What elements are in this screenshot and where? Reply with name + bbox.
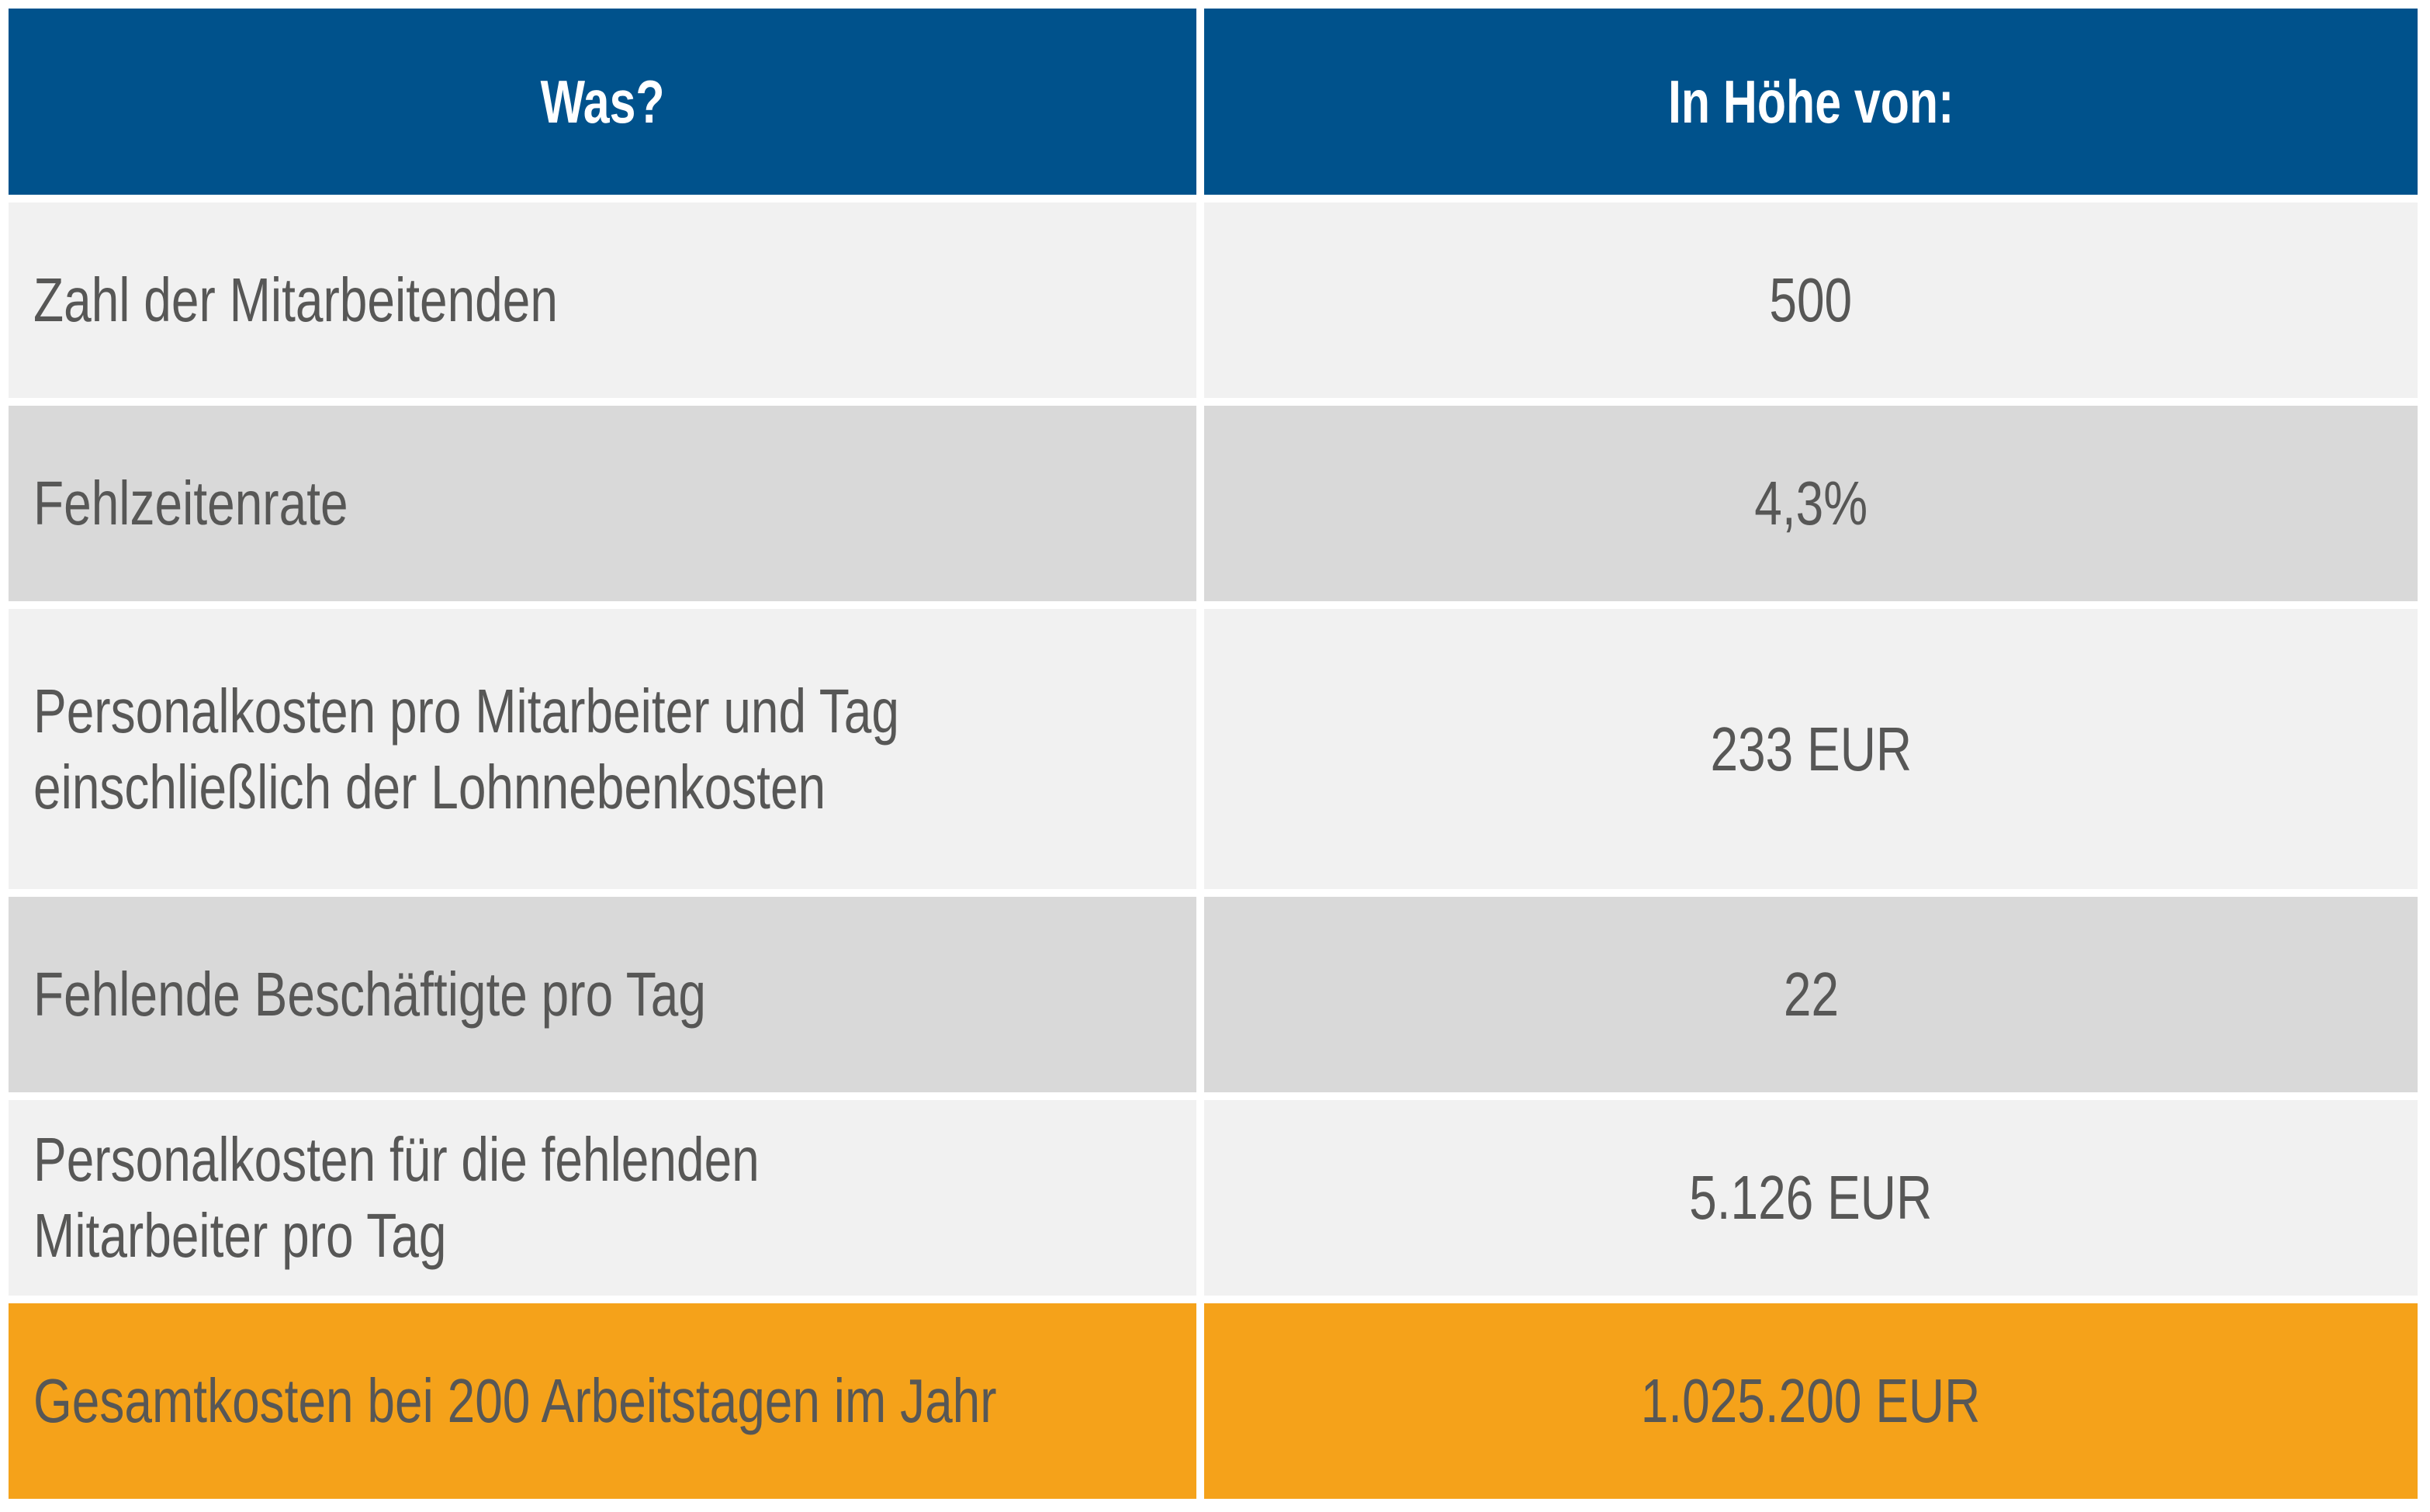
row-label-line: Zahl der Mitarbeitenden	[33, 265, 558, 334]
row-label: Fehlende Beschäftigte pro Tag	[9, 957, 706, 1033]
table-row-value: 5.126 EUR	[1204, 1100, 2418, 1296]
row-label-line: Mitarbeiter pro Tag	[33, 1201, 447, 1270]
table-row-value: 22	[1204, 897, 2418, 1092]
row-label-line: Fehlende Beschäftigte pro Tag	[33, 960, 706, 1029]
row-label: Personalkosten pro Mitarbeiter und Tag ei…	[9, 673, 899, 825]
header-label-amount: In Höhe von:	[1667, 67, 1954, 136]
row-label: Zahl der Mitarbeitenden	[9, 262, 558, 338]
row-label: Fehlzeitenrate	[9, 465, 348, 541]
table-row-value: 4,3%	[1204, 406, 2418, 601]
total-row-label: Gesamtkosten bei 200 Arbeitstagen im Jah…	[9, 1303, 1196, 1499]
table-row-label: Personalkosten pro Mitarbeiter und Tag ei…	[9, 609, 1196, 889]
row-label: Personalkosten für die fehlenden Mitarbei…	[9, 1122, 760, 1274]
header-label-what: Was?	[540, 67, 665, 136]
header-cell-amount: In Höhe von:	[1204, 9, 2418, 195]
table-row-label: Fehlende Beschäftigte pro Tag	[9, 897, 1196, 1092]
total-label: Gesamtkosten bei 200 Arbeitstagen im Jah…	[9, 1363, 997, 1439]
row-value: 5.126 EUR	[1689, 1163, 1933, 1232]
row-label-line: Personalkosten für die fehlenden	[33, 1125, 760, 1194]
row-label-line: Fehlzeitenrate	[33, 469, 348, 538]
table-row-value: 233 EUR	[1204, 609, 2418, 889]
header-cell-what: Was?	[9, 9, 1196, 195]
row-label-line: Personalkosten pro Mitarbeiter und Tag	[33, 676, 899, 746]
total-row-value: 1.025.200 EUR	[1204, 1303, 2418, 1499]
table-row-label: Zahl der Mitarbeitenden	[9, 202, 1196, 398]
row-label-line: Gesamtkosten bei 200 Arbeitstagen im Jah…	[33, 1366, 997, 1435]
row-value: 4,3%	[1754, 469, 1868, 538]
table-row-label: Personalkosten für die fehlenden Mitarbei…	[9, 1100, 1196, 1296]
total-value: 1.025.200 EUR	[1641, 1366, 1981, 1435]
row-value: 233 EUR	[1710, 714, 1912, 784]
row-label-line: einschließlich der Lohnnebenkosten	[33, 752, 826, 822]
table-row-label: Fehlzeitenrate	[9, 406, 1196, 601]
row-value: 22	[1783, 960, 1839, 1029]
row-value: 500	[1769, 265, 1853, 334]
table-row-value: 500	[1204, 202, 2418, 398]
